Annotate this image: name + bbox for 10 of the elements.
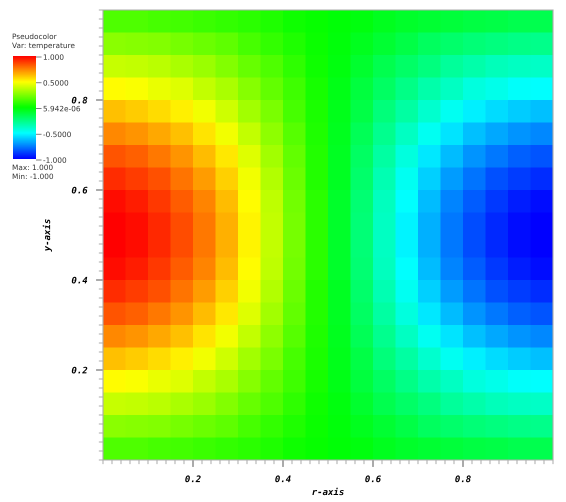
- y-tick-label: 0.8: [72, 96, 88, 104]
- x-tick-label: 0.4: [275, 475, 291, 482]
- x-tick-label: 0.8: [455, 475, 471, 482]
- y-tick-label: 0.4: [72, 276, 88, 284]
- x-axis-title: r-axis: [312, 488, 344, 496]
- y-axis-title: y-axis: [42, 219, 52, 252]
- x-tick-label: 0.6: [365, 475, 381, 482]
- y-tick-label: 0.2: [72, 366, 88, 374]
- y-tick-label: 0.6: [72, 186, 88, 194]
- x-tick-label: 0.2: [185, 475, 201, 482]
